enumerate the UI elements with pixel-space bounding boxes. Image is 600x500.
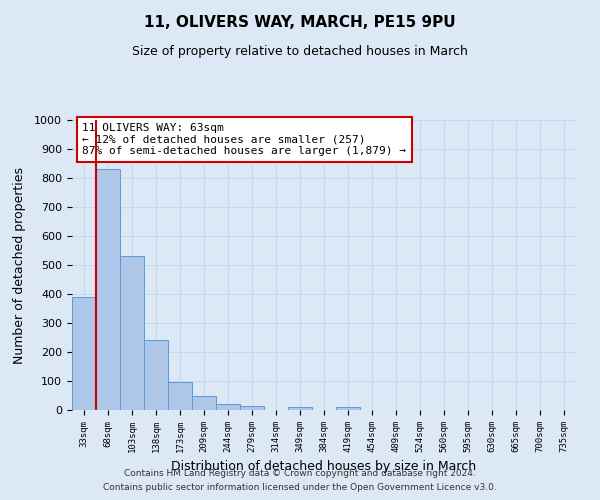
X-axis label: Distribution of detached houses by size in March: Distribution of detached houses by size … (172, 460, 476, 473)
Text: 11, OLIVERS WAY, MARCH, PE15 9PU: 11, OLIVERS WAY, MARCH, PE15 9PU (144, 15, 456, 30)
Bar (144, 340, 168, 410)
Bar (72, 297, 96, 410)
Text: Contains HM Land Registry data © Crown copyright and database right 2024.: Contains HM Land Registry data © Crown c… (124, 468, 476, 477)
Text: 11 OLIVERS WAY: 63sqm
← 12% of detached houses are smaller (257)
87% of semi-det: 11 OLIVERS WAY: 63sqm ← 12% of detached … (82, 123, 406, 156)
Bar (96, 170, 120, 410)
Bar (120, 256, 144, 410)
Bar (192, 396, 216, 410)
Bar (336, 407, 360, 410)
Y-axis label: Number of detached properties: Number of detached properties (13, 166, 26, 364)
Text: Contains public sector information licensed under the Open Government Licence v3: Contains public sector information licen… (103, 484, 497, 492)
Bar (216, 404, 240, 410)
Text: Size of property relative to detached houses in March: Size of property relative to detached ho… (132, 45, 468, 58)
Bar (240, 406, 264, 410)
Bar (288, 407, 312, 410)
Bar (168, 382, 192, 410)
